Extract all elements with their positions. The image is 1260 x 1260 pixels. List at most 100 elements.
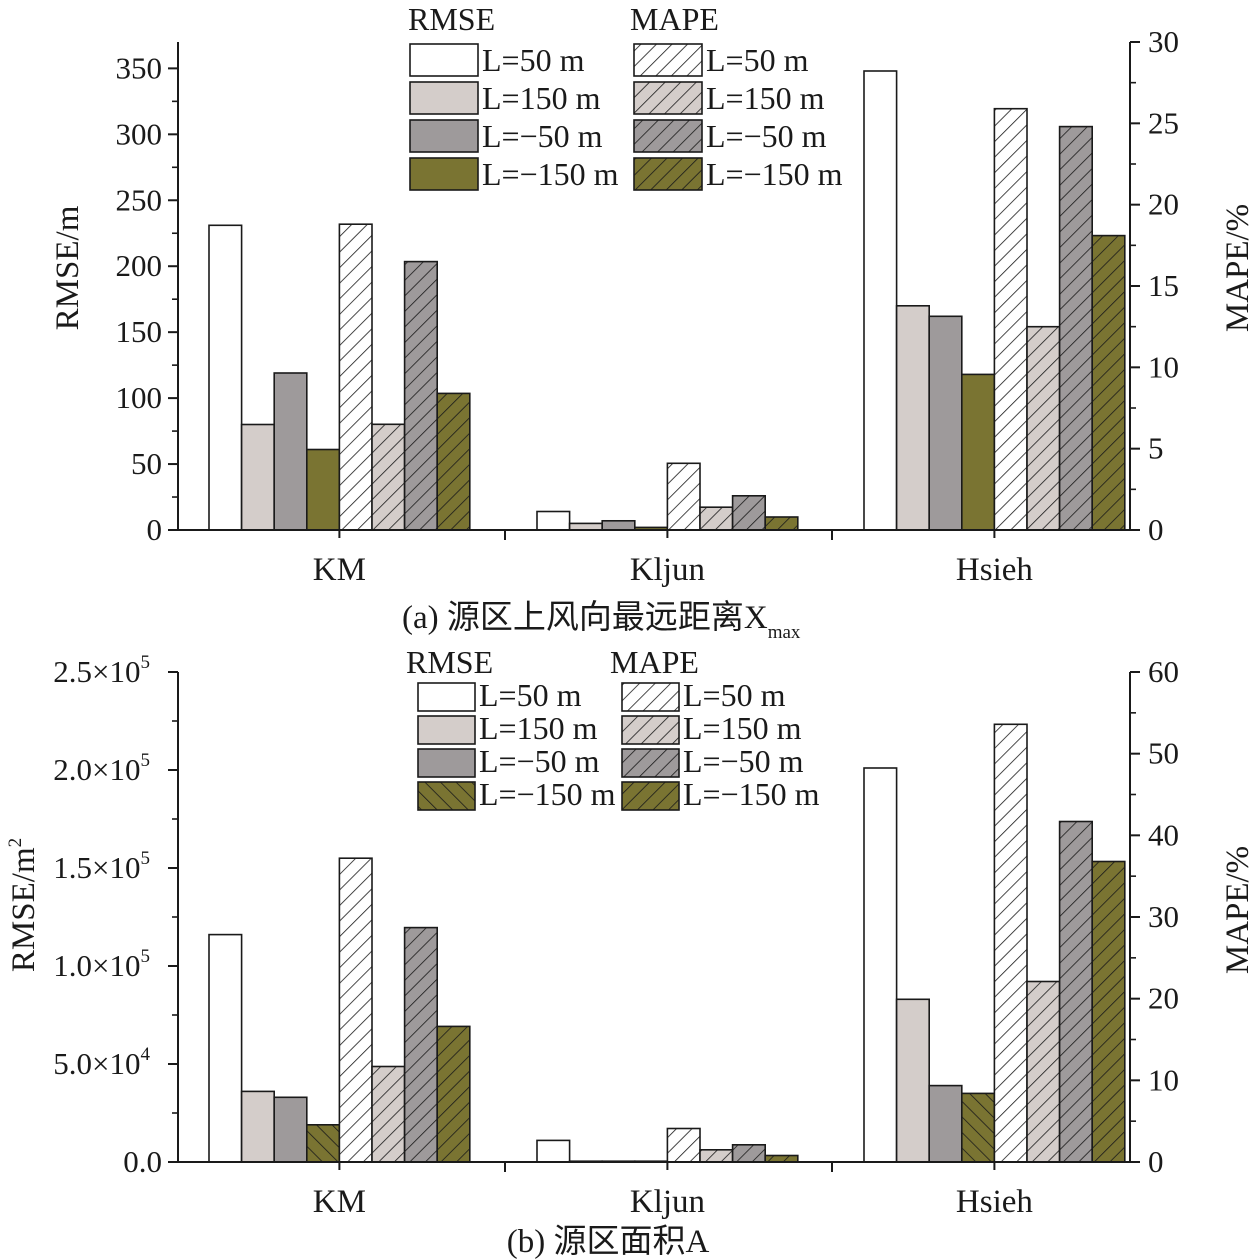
bar-b-mape-lm50-hsieh	[1058, 820, 1093, 1163]
legend-swatch-mape-l150	[621, 715, 680, 745]
bar-b-rmse-l50-km	[208, 933, 243, 1163]
bar-b-rmse-lm50-hsieh	[928, 1084, 963, 1163]
panel-a-axes: 0 50 100 150 200 250 300 350 0 5 10 15 20 25 30 KM Kljun…	[116, 24, 1180, 588]
legend-label-mape-l50: L=50 m	[706, 42, 809, 78]
bar-a-mape-lm50-kljun	[731, 494, 766, 531]
right-tick-label: 20	[1148, 187, 1179, 222]
panel-a-caption: (a) 源区上风向最远距离Xmax	[402, 599, 801, 643]
left-tick-label-sup: 5	[141, 750, 151, 771]
category-label-km: KM	[313, 552, 366, 588]
left-tick-label: 5.0×104	[53, 1044, 150, 1081]
left-tick-label: 200	[116, 248, 163, 283]
legend-label-rmse-lm150: L=−150 m	[479, 776, 616, 812]
left-tick-label: 150	[116, 314, 163, 349]
left-tick-label: 2.5×105	[53, 652, 150, 689]
category-label-hsieh: Hsieh	[956, 552, 1033, 588]
bar-b-mape-l150-kljun	[699, 1149, 734, 1163]
panel-b-caption: (b) 源区面积A	[507, 1224, 710, 1260]
bar-b-rmse-lm50-km	[273, 1096, 308, 1163]
legend-swatch-mape-lm50	[633, 119, 703, 153]
panel-b-left-axis-title-text: RMSE/m	[6, 847, 42, 972]
legend-label-mape-l150: L=150 m	[706, 80, 825, 116]
category-label-hsieh: Hsieh	[956, 1184, 1033, 1220]
legend-label-rmse-lm50: L=−50 m	[482, 118, 603, 154]
left-tick-label-base: 2.5×10	[53, 654, 140, 689]
category-label-kljun: Kljun	[630, 1184, 705, 1220]
panel-a-caption-subscript: max	[768, 622, 801, 643]
bar-a-rmse-lm50-hsieh	[928, 315, 963, 531]
left-tick-label: 300	[116, 116, 163, 151]
legend-label-rmse-l50: L=50 m	[482, 42, 585, 78]
bar-a-mape-l150-km	[371, 423, 406, 531]
legend-swatch-rmse-lm150	[417, 781, 476, 811]
panel-b-bars	[208, 723, 1126, 1163]
panel-b-chart: 0.0 5.0×104 1.0×105 1.5×10 52.0×105 2.5×105 0 1…	[5, 644, 1256, 1260]
left-tick-label-base: 5.0×10	[53, 1046, 140, 1081]
bar-b-rmse-lm150-hsieh	[960, 1092, 996, 1163]
bar-a-mape-lm150-hsieh	[1091, 234, 1126, 531]
left-tick-label: 0	[147, 512, 163, 547]
category-label-kljun: Kljun	[630, 552, 705, 588]
legend-label-rmse-l150: L=150 m	[479, 710, 598, 746]
left-tick-label-base: 1.0×10	[53, 948, 140, 983]
right-tick-label: 15	[1148, 268, 1179, 303]
panel-a-left-axis-title: RMSE/m	[50, 205, 86, 330]
bar-a-rmse-l50-kljun	[536, 510, 571, 531]
legend-label-mape-lm50: L=−50 m	[683, 743, 804, 779]
bar-a-rmse-lm50-kljun	[601, 519, 636, 531]
left-tick-label: 0.0	[123, 1144, 162, 1179]
bar-a-mape-l50-km	[338, 223, 373, 531]
legend-label-mape-l50: L=50 m	[683, 677, 786, 713]
right-tick-label: 5	[1148, 431, 1164, 466]
bar-b-rmse-l150-hsieh	[895, 998, 930, 1163]
right-tick-label: 25	[1148, 105, 1179, 140]
bar-a-mape-l50-kljun	[666, 462, 701, 531]
left-tick-label-base: 1.5×10	[53, 850, 140, 885]
bar-b-mape-lm50-km	[403, 926, 439, 1163]
bar-a-mape-l50-hsieh	[993, 107, 1028, 531]
panel-a-bars	[208, 70, 1126, 531]
left-tick-label: 250	[116, 182, 163, 217]
legend-label-mape-lm50: L=−50 m	[706, 118, 827, 154]
legend-swatch-rmse-l150	[417, 715, 476, 745]
bar-b-mape-lm150-hsieh	[1091, 860, 1126, 1163]
bar-b-rmse-l150-km	[240, 1090, 276, 1163]
bar-a-mape-lm50-hsieh	[1058, 125, 1093, 531]
right-tick-label: 20	[1148, 981, 1179, 1016]
legend-label-mape-lm150: L=−150 m	[706, 156, 843, 192]
bar-b-mape-l50-hsieh	[993, 723, 1028, 1163]
right-tick-label: 60	[1148, 654, 1179, 689]
legend-swatch-rmse-lm150	[409, 157, 479, 191]
panel-b-right-axis-title: MAPE/%	[1220, 846, 1256, 974]
right-tick-label: 10	[1148, 349, 1179, 384]
bar-a-mape-l150-hsieh	[1026, 325, 1061, 531]
left-tick-label: 1.0×105	[53, 946, 150, 983]
left-tick-label: 350	[116, 50, 163, 85]
bar-b-mape-lm150-km	[436, 1025, 471, 1163]
right-tick-label: 0	[1148, 512, 1164, 547]
right-tick-label: 30	[1148, 24, 1179, 59]
left-tick-label: 2.0×105	[53, 750, 150, 787]
bar-b-mape-l50-km	[338, 857, 373, 1163]
panel-a-right-axis-title: MAPE/%	[1220, 204, 1256, 332]
bar-b-rmse-l50-kljun	[536, 1139, 571, 1163]
legend-label-rmse-lm150: L=−150 m	[482, 156, 619, 192]
bar-b-mape-lm50-kljun	[731, 1144, 766, 1163]
bar-a-mape-lm150-kljun	[764, 516, 799, 531]
legend-label-rmse-l50: L=50 m	[479, 677, 582, 713]
category-label-km: KM	[313, 1184, 366, 1220]
bar-a-rmse-lm150-hsieh	[960, 373, 996, 531]
legend-label-mape-lm150: L=−150 m	[683, 776, 820, 812]
bar-b-mape-l50-kljun	[666, 1127, 701, 1163]
legend-swatch-mape-lm150	[621, 781, 680, 811]
bar-a-mape-lm150-km	[436, 392, 471, 531]
legend-swatch-mape-lm150	[633, 157, 703, 191]
right-tick-label: 0	[1148, 1144, 1164, 1179]
legend-label-rmse-lm50: L=−50 m	[479, 743, 600, 779]
legend-header-mape: MAPE	[610, 644, 699, 680]
left-tick-label-sup: 4	[141, 1044, 151, 1065]
right-tick-label: 10	[1148, 1062, 1179, 1097]
legend-swatch-mape-lm50	[621, 748, 680, 778]
